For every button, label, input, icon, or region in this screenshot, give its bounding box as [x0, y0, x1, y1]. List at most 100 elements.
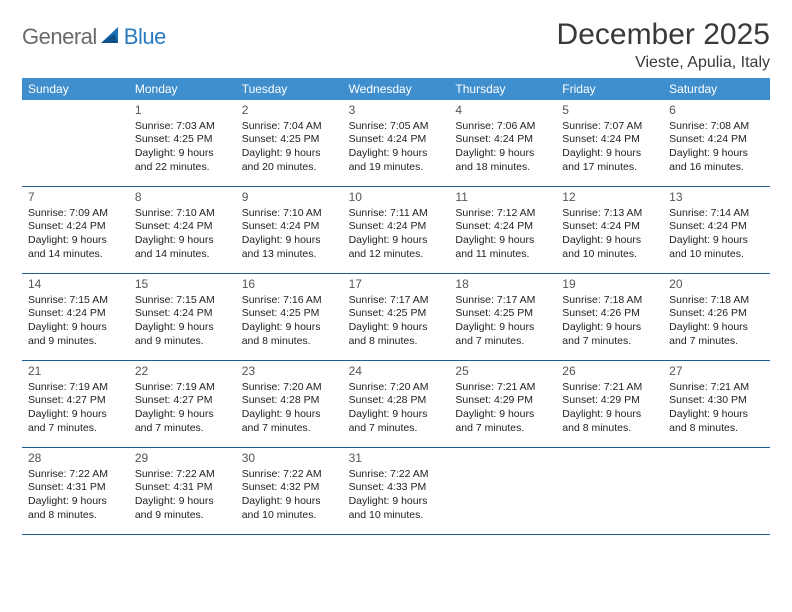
day-number: 8 — [135, 190, 230, 206]
calendar: SundayMondayTuesdayWednesdayThursdayFrid… — [22, 78, 770, 535]
daylight-line-2: and 8 minutes. — [242, 335, 337, 349]
daylight-line-2: and 8 minutes. — [349, 335, 444, 349]
day-number: 31 — [349, 451, 444, 467]
daylight-line-2: and 10 minutes. — [349, 509, 444, 523]
sunset-line: Sunset: 4:28 PM — [242, 394, 337, 408]
daylight-line-1: Daylight: 9 hours — [349, 495, 444, 509]
page: General Blue December 2025 Vieste, Apuli… — [0, 0, 792, 612]
sunrise-line: Sunrise: 7:22 AM — [349, 468, 444, 482]
sunset-line: Sunset: 4:24 PM — [135, 220, 230, 234]
day-cell — [22, 100, 129, 186]
sunset-line: Sunset: 4:30 PM — [669, 394, 764, 408]
daylight-line-2: and 13 minutes. — [242, 248, 337, 262]
sunrise-line: Sunrise: 7:10 AM — [242, 207, 337, 221]
sunset-line: Sunset: 4:27 PM — [28, 394, 123, 408]
daylight-line-2: and 7 minutes. — [455, 422, 550, 436]
daylight-line-2: and 16 minutes. — [669, 161, 764, 175]
daylight-line-2: and 8 minutes. — [28, 509, 123, 523]
daylight-line-2: and 11 minutes. — [455, 248, 550, 262]
location-text: Vieste, Apulia, Italy — [557, 54, 770, 72]
sunset-line: Sunset: 4:29 PM — [455, 394, 550, 408]
daylight-line-1: Daylight: 9 hours — [242, 408, 337, 422]
day-cell — [556, 448, 663, 534]
daylight-line-1: Daylight: 9 hours — [562, 408, 657, 422]
daylight-line-2: and 10 minutes. — [669, 248, 764, 262]
day-number: 23 — [242, 364, 337, 380]
weekday-header: Friday — [556, 78, 663, 100]
day-number: 6 — [669, 103, 764, 119]
day-number: 27 — [669, 364, 764, 380]
daylight-line-2: and 14 minutes. — [28, 248, 123, 262]
sunrise-line: Sunrise: 7:19 AM — [135, 381, 230, 395]
sunset-line: Sunset: 4:29 PM — [562, 394, 657, 408]
week-row: 14Sunrise: 7:15 AMSunset: 4:24 PMDayligh… — [22, 274, 770, 361]
day-cell: 2Sunrise: 7:04 AMSunset: 4:25 PMDaylight… — [236, 100, 343, 186]
sunrise-line: Sunrise: 7:17 AM — [349, 294, 444, 308]
sunset-line: Sunset: 4:24 PM — [349, 220, 444, 234]
sunrise-line: Sunrise: 7:20 AM — [349, 381, 444, 395]
week-row: 1Sunrise: 7:03 AMSunset: 4:25 PMDaylight… — [22, 100, 770, 187]
sunset-line: Sunset: 4:26 PM — [562, 307, 657, 321]
day-cell: 24Sunrise: 7:20 AMSunset: 4:28 PMDayligh… — [343, 361, 450, 447]
sunrise-line: Sunrise: 7:21 AM — [669, 381, 764, 395]
header: General Blue December 2025 Vieste, Apuli… — [22, 18, 770, 72]
day-number: 22 — [135, 364, 230, 380]
sunset-line: Sunset: 4:24 PM — [562, 220, 657, 234]
weekday-header: Thursday — [449, 78, 556, 100]
sunrise-line: Sunrise: 7:04 AM — [242, 120, 337, 134]
day-cell: 26Sunrise: 7:21 AMSunset: 4:29 PMDayligh… — [556, 361, 663, 447]
day-number: 14 — [28, 277, 123, 293]
sunset-line: Sunset: 4:25 PM — [135, 133, 230, 147]
day-number: 2 — [242, 103, 337, 119]
day-cell: 27Sunrise: 7:21 AMSunset: 4:30 PMDayligh… — [663, 361, 770, 447]
daylight-line-1: Daylight: 9 hours — [455, 234, 550, 248]
day-number: 9 — [242, 190, 337, 206]
daylight-line-2: and 9 minutes. — [28, 335, 123, 349]
daylight-line-2: and 14 minutes. — [135, 248, 230, 262]
day-cell: 21Sunrise: 7:19 AMSunset: 4:27 PMDayligh… — [22, 361, 129, 447]
day-cell: 30Sunrise: 7:22 AMSunset: 4:32 PMDayligh… — [236, 448, 343, 534]
daylight-line-1: Daylight: 9 hours — [135, 234, 230, 248]
daylight-line-2: and 7 minutes. — [135, 422, 230, 436]
sunrise-line: Sunrise: 7:10 AM — [135, 207, 230, 221]
day-cell — [663, 448, 770, 534]
day-cell: 17Sunrise: 7:17 AMSunset: 4:25 PMDayligh… — [343, 274, 450, 360]
sunrise-line: Sunrise: 7:05 AM — [349, 120, 444, 134]
daylight-line-1: Daylight: 9 hours — [242, 495, 337, 509]
sunrise-line: Sunrise: 7:08 AM — [669, 120, 764, 134]
daylight-line-1: Daylight: 9 hours — [669, 321, 764, 335]
day-cell: 8Sunrise: 7:10 AMSunset: 4:24 PMDaylight… — [129, 187, 236, 273]
sunset-line: Sunset: 4:24 PM — [28, 220, 123, 234]
daylight-line-2: and 8 minutes. — [562, 422, 657, 436]
logo-text-blue: Blue — [124, 24, 166, 50]
week-row: 28Sunrise: 7:22 AMSunset: 4:31 PMDayligh… — [22, 448, 770, 535]
sunset-line: Sunset: 4:32 PM — [242, 481, 337, 495]
sunrise-line: Sunrise: 7:22 AM — [242, 468, 337, 482]
daylight-line-2: and 7 minutes. — [349, 422, 444, 436]
sunset-line: Sunset: 4:25 PM — [242, 133, 337, 147]
day-number: 28 — [28, 451, 123, 467]
sunrise-line: Sunrise: 7:22 AM — [135, 468, 230, 482]
daylight-line-1: Daylight: 9 hours — [669, 408, 764, 422]
logo-text-general: General — [22, 24, 97, 50]
day-cell: 1Sunrise: 7:03 AMSunset: 4:25 PMDaylight… — [129, 100, 236, 186]
daylight-line-1: Daylight: 9 hours — [349, 234, 444, 248]
daylight-line-2: and 10 minutes. — [562, 248, 657, 262]
day-number: 19 — [562, 277, 657, 293]
daylight-line-1: Daylight: 9 hours — [562, 321, 657, 335]
day-cell: 9Sunrise: 7:10 AMSunset: 4:24 PMDaylight… — [236, 187, 343, 273]
day-cell: 18Sunrise: 7:17 AMSunset: 4:25 PMDayligh… — [449, 274, 556, 360]
sunrise-line: Sunrise: 7:06 AM — [455, 120, 550, 134]
daylight-line-1: Daylight: 9 hours — [669, 147, 764, 161]
daylight-line-1: Daylight: 9 hours — [562, 234, 657, 248]
week-row: 21Sunrise: 7:19 AMSunset: 4:27 PMDayligh… — [22, 361, 770, 448]
day-number: 10 — [349, 190, 444, 206]
weekday-header: Sunday — [22, 78, 129, 100]
daylight-line-1: Daylight: 9 hours — [28, 234, 123, 248]
sunrise-line: Sunrise: 7:19 AM — [28, 381, 123, 395]
day-cell: 29Sunrise: 7:22 AMSunset: 4:31 PMDayligh… — [129, 448, 236, 534]
daylight-line-1: Daylight: 9 hours — [455, 321, 550, 335]
day-cell: 14Sunrise: 7:15 AMSunset: 4:24 PMDayligh… — [22, 274, 129, 360]
day-number: 3 — [349, 103, 444, 119]
day-cell: 16Sunrise: 7:16 AMSunset: 4:25 PMDayligh… — [236, 274, 343, 360]
